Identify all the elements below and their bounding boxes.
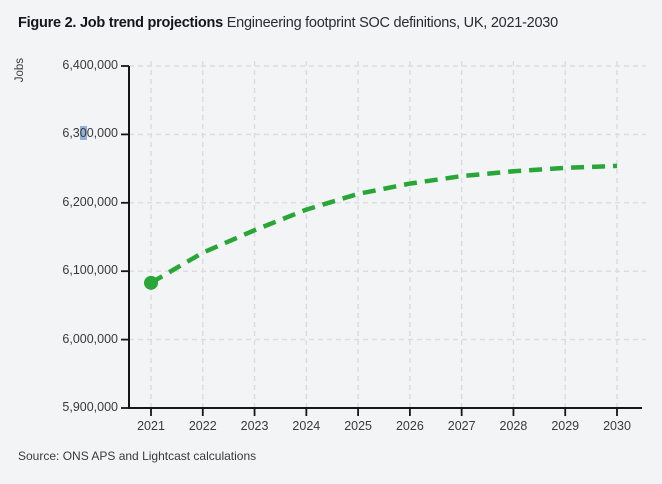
y-tick-label: 6,100,000 — [62, 263, 118, 278]
text-selection-highlight: 0 — [79, 126, 87, 141]
x-tick-label: 2026 — [395, 419, 424, 433]
source-note: Source: ONS APS and Lightcast calculatio… — [18, 449, 257, 463]
y-tick-label: 6,000,000 — [62, 331, 118, 346]
x-tick-label: 2027 — [447, 419, 476, 433]
y-tick-label: 6,400,000 — [62, 58, 118, 72]
x-tick-label: 2021 — [137, 419, 165, 433]
x-tick-label: 2025 — [344, 419, 373, 433]
figure-title-bold: Figure 2. Job trend projections — [18, 15, 223, 31]
trend-line — [149, 163, 618, 285]
y-tick-label: 6,300,000 — [62, 126, 118, 141]
x-tick-label: 2030 — [603, 419, 631, 433]
x-tick-label: 2024 — [292, 419, 321, 433]
x-tick-label: 2029 — [551, 419, 580, 433]
figure-title: Figure 2. Job trend projections Engineer… — [18, 15, 558, 31]
y-tick-label: 6,200,000 — [62, 194, 118, 209]
x-tick-label: 2022 — [188, 419, 217, 433]
figure-subtitle: Engineering footprint SOC definitions, U… — [226, 15, 558, 31]
x-tick-label: 2023 — [240, 419, 269, 433]
start-point-marker — [144, 275, 158, 290]
x-tick-label: 2028 — [499, 419, 528, 433]
y-tick-label: 5,900,000 — [62, 400, 118, 414]
